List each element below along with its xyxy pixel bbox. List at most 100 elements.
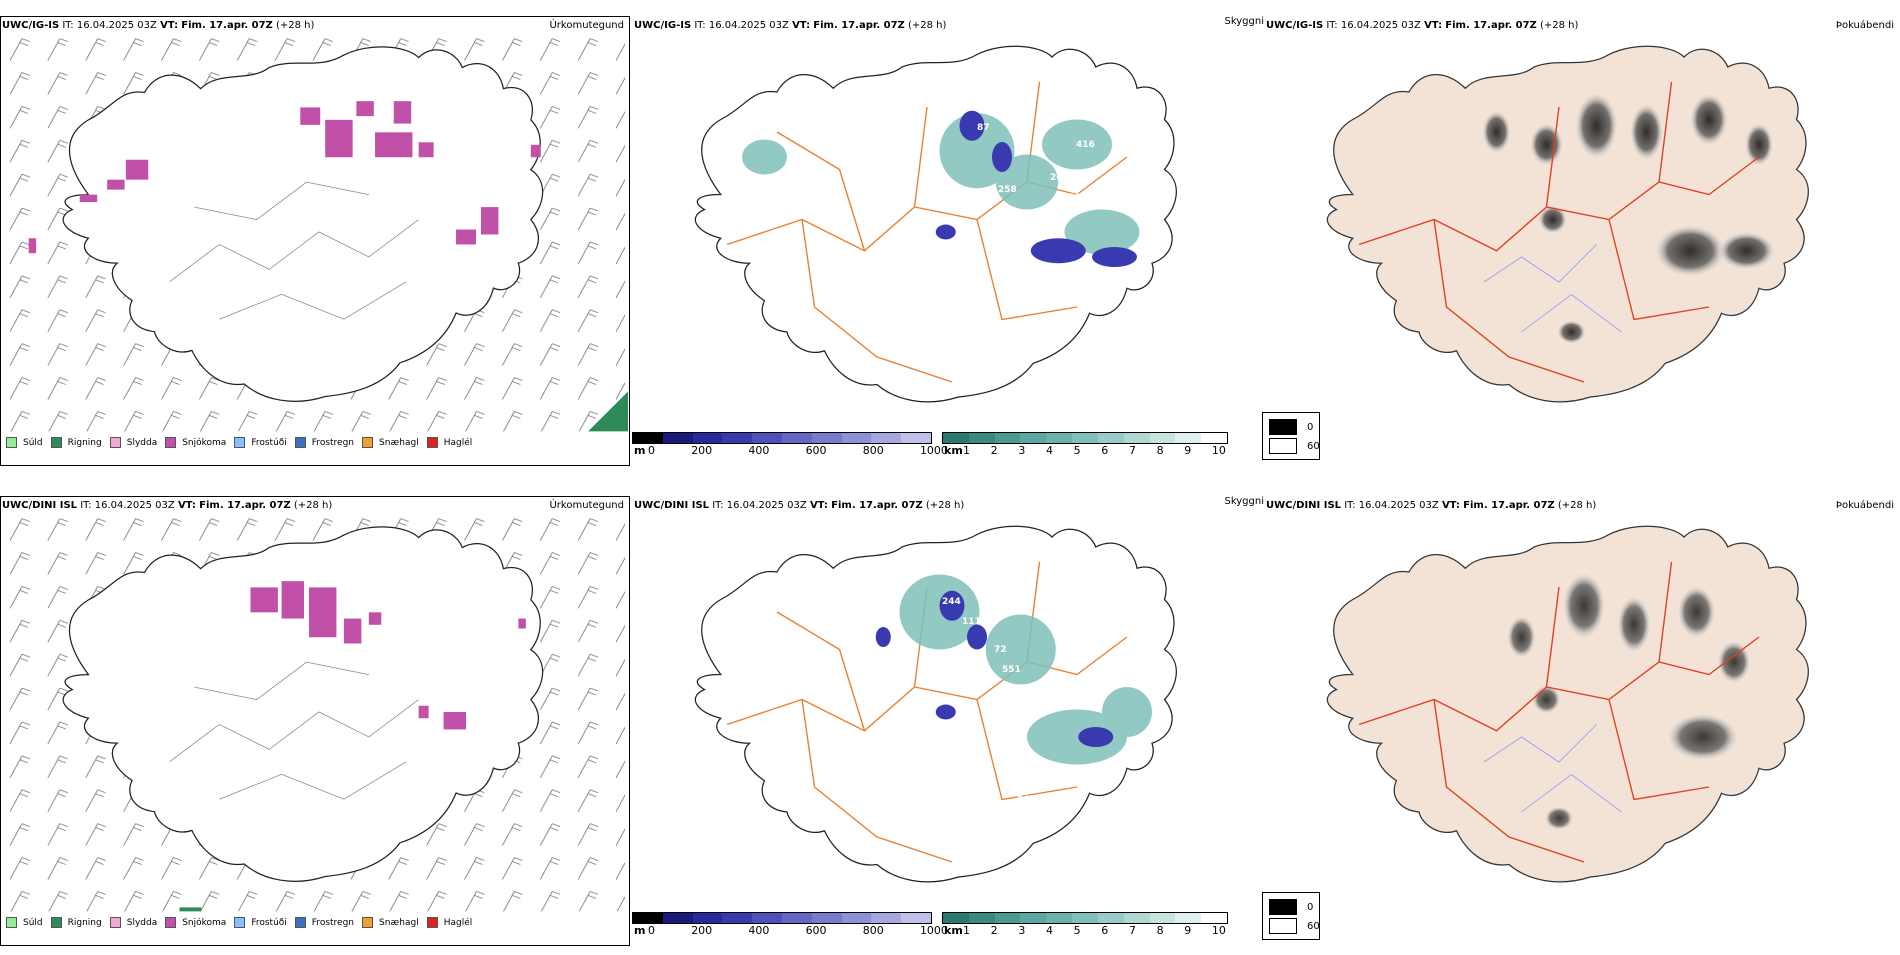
panel-header: UWC/DINI ISL IT: 16.04.2025 03Z VT: Fim.… <box>634 500 964 511</box>
tick: 8 <box>1156 924 1164 937</box>
precip-legend: Súld Rigning Slydda Snjókoma Frostúði Fr… <box>6 437 472 448</box>
svg-text:42: 42 <box>1060 805 1073 815</box>
legend-item: Snjókoma <box>165 917 226 928</box>
panel-frame <box>0 16 630 466</box>
panel-frame <box>0 496 630 946</box>
legend-label: Súld <box>23 437 43 448</box>
legend-swatch <box>50 437 62 448</box>
model-name: UWC/IG-IS <box>2 20 60 31</box>
tick: 9 <box>1184 444 1192 457</box>
svg-text:139: 139 <box>805 195 824 205</box>
m-ticks: 0 200 400 600 800 1000 <box>648 444 948 457</box>
legend-item: Snæhagl <box>362 437 419 448</box>
tick: 4 <box>1045 444 1053 457</box>
precip-legend: Súld Rigning Slydda Snjókoma Frostúði Fr… <box>6 917 472 928</box>
visibility-m-colorbar <box>632 432 932 444</box>
fog-legend-label: 0 <box>1307 901 1314 913</box>
tick: 5 <box>1073 444 1081 457</box>
legend-item: Súld <box>6 437 43 448</box>
vt-label: VT: <box>160 20 179 31</box>
legend-label: Snæhagl <box>379 437 419 448</box>
legend-swatch <box>6 437 17 448</box>
tick: 3 <box>1018 444 1026 457</box>
km-unit: km <box>944 444 963 457</box>
km-ticks: 1 2 3 4 5 6 7 8 9 10 <box>963 924 1226 937</box>
m-unit: m <box>634 924 646 937</box>
fog-legend-label: 0 <box>1307 421 1314 433</box>
tick: 600 <box>805 924 827 937</box>
legend-label: Haglél <box>443 917 473 928</box>
panel-type-title: Úrkomutegund <box>549 500 624 511</box>
model-name: UWC/IG-IS <box>634 20 692 31</box>
legend-swatch <box>362 437 374 448</box>
model-name: UWC/DINI ISL <box>2 500 78 511</box>
lead-time: (+28 h) <box>908 20 947 31</box>
tick: 1 <box>963 444 970 457</box>
svg-text:220: 220 <box>1062 193 1081 203</box>
it-label: IT: <box>62 20 74 31</box>
panel-precip-type: UWC/DINI ISL IT: 16.04.2025 03Z VT: Fim.… <box>0 480 630 955</box>
lead-time: (+28 h) <box>925 500 965 511</box>
svg-text:261: 261 <box>1062 657 1081 667</box>
legend-item: Frostúði <box>234 437 287 448</box>
svg-text:137: 137 <box>1104 267 1123 277</box>
panel-fog: UWC/DINI ISL IT: 16.04.2025 03Z VT: Fim.… <box>1264 480 1900 955</box>
visibility-km-colorbar <box>942 912 1228 924</box>
svg-text:225: 225 <box>1059 285 1078 295</box>
precip-type-map <box>1 512 626 912</box>
legend-label: Rigning <box>67 437 102 448</box>
panel-type-title: Skyggni <box>1224 16 1264 27</box>
lead-time: (+28 h) <box>1540 20 1579 31</box>
visibility-map: 87 206 258 220 970 31 211 225 287 137 416 139 <box>694 45 1177 403</box>
svg-text:244: 244 <box>942 597 961 607</box>
it-value: 16.04.2025 03Z <box>1358 500 1439 511</box>
legend-label: Slydda <box>126 437 158 448</box>
legend-swatch <box>426 437 438 448</box>
legend-item: Rigning <box>50 917 102 928</box>
legend-label: Snjókoma <box>182 437 227 448</box>
legend-item: Frostregn <box>294 917 354 928</box>
tick: 200 <box>691 924 713 937</box>
tick: 600 <box>805 444 827 457</box>
vt-value: Fim. 17.apr. 07Z <box>1463 500 1555 511</box>
svg-text:551: 551 <box>1002 665 1021 675</box>
legend-item: Slydda <box>109 437 158 448</box>
vt-value: Fim. 17.apr. 07Z <box>831 500 923 511</box>
tick: 6 <box>1101 444 1109 457</box>
panel-type-title: Úrkomutegund <box>549 20 624 31</box>
visibility-m-colorbar <box>632 912 932 924</box>
tick: 400 <box>748 924 770 937</box>
tick: 2 <box>990 924 998 937</box>
svg-text:72: 72 <box>994 645 1007 655</box>
model-name: UWC/IG-IS <box>1266 20 1324 31</box>
it-label: IT: <box>1326 20 1338 31</box>
legend-label: Rigning <box>67 917 102 928</box>
svg-text:206: 206 <box>1050 173 1069 183</box>
it-value: 16.04.2025 03Z <box>708 20 789 31</box>
km-ticks: 1 2 3 4 5 6 7 8 9 10 <box>963 444 1226 457</box>
panel-precip-type: UWC/IG-IS IT: 16.04.2025 03Z VT: Fim. 17… <box>0 0 630 475</box>
svg-text:87: 87 <box>977 123 990 133</box>
legend-label: Snjókoma <box>182 917 227 928</box>
fog-map <box>1326 525 1809 883</box>
legend-swatch <box>165 437 177 448</box>
fog-legend-label: 60 <box>1307 920 1320 932</box>
it-label: IT: <box>694 20 706 31</box>
tick: 9 <box>1184 924 1192 937</box>
legend-label: Frostúði <box>251 437 287 448</box>
panel-header: UWC/IG-IS IT: 16.04.2025 03Z VT: Fim. 17… <box>2 20 314 31</box>
legend-swatch <box>294 917 306 928</box>
legend-swatch <box>294 437 306 448</box>
vt-value: Fim. 17.apr. 07Z <box>199 500 291 511</box>
row-dini-isl: UWC/DINI ISL IT: 16.04.2025 03Z VT: Fim.… <box>0 480 1900 955</box>
fog-legend-label: 60 <box>1307 440 1320 452</box>
tick: 3 <box>1018 924 1026 937</box>
tick: 800 <box>862 924 884 937</box>
fog-legend-item: 60 <box>1269 918 1320 934</box>
panel-type-title: Þokuábendi <box>1835 20 1894 31</box>
fog-legend: 0 60 <box>1262 412 1320 460</box>
legend-label: Frostregn <box>311 437 355 448</box>
model-name: UWC/DINI ISL <box>634 500 710 511</box>
vt-value: Fim. 17.apr. 07Z <box>181 20 273 31</box>
vt-value: Fim. 17.apr. 07Z <box>1445 20 1537 31</box>
